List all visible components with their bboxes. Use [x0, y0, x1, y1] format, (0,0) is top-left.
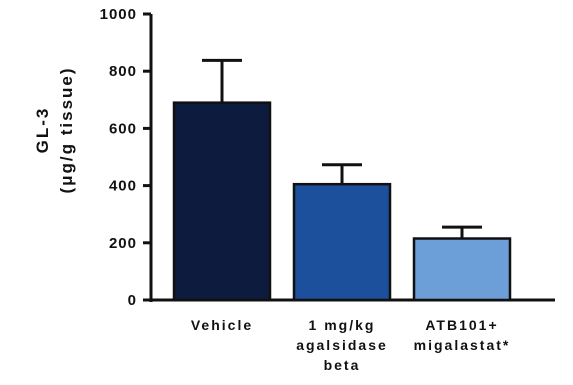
y-axis-title-line: GL-3 — [33, 107, 52, 154]
bar — [412, 237, 512, 302]
bar — [292, 182, 392, 302]
error-bars — [202, 58, 482, 239]
bars — [172, 101, 512, 302]
category-label: 1 mg/kg — [309, 317, 376, 333]
y-tick-label: 0 — [128, 292, 137, 309]
category-label: Vehicle — [191, 317, 253, 333]
bar — [172, 101, 272, 302]
y-tick-label: 600 — [109, 120, 137, 137]
y-axis-title-line: (μg/g tissue) — [57, 66, 76, 193]
category-label: migalastat* — [414, 337, 511, 353]
y-tick-label: 800 — [109, 63, 137, 80]
y-tick-label: 1000 — [100, 6, 137, 23]
category-label: beta — [324, 357, 361, 373]
y-tick-label: 400 — [109, 178, 137, 195]
y-tick-label: 200 — [109, 235, 137, 252]
category-label: agalsidase — [296, 337, 388, 353]
category-labels: Vehicle 1 mg/kg agalsidase beta ATB101+ migal… — [191, 317, 511, 373]
y-axis: 0 200 400 600 800 1000 — [100, 6, 153, 309]
category-label: ATB101+ — [425, 317, 498, 333]
y-axis-title: GL-3 (μg/g tissue) — [33, 66, 76, 193]
